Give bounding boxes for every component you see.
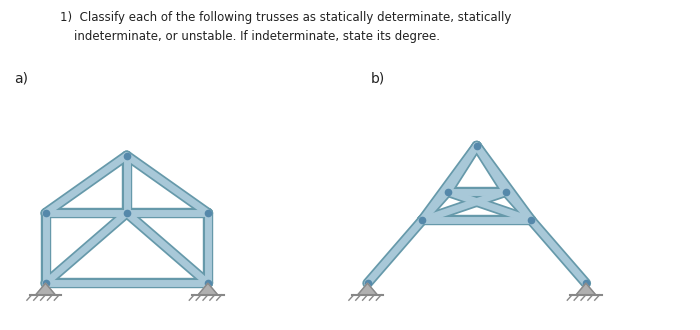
Text: b): b) bbox=[371, 72, 385, 85]
Text: a): a) bbox=[14, 72, 28, 85]
Polygon shape bbox=[36, 283, 55, 295]
Polygon shape bbox=[198, 283, 218, 295]
Polygon shape bbox=[358, 283, 377, 295]
Text: 1)  Classify each of the following trusses as statically determinate, statically: 1) Classify each of the following trusse… bbox=[60, 11, 511, 24]
Text: indeterminate, or unstable. If indeterminate, state its degree.: indeterminate, or unstable. If indetermi… bbox=[74, 30, 440, 43]
Polygon shape bbox=[576, 283, 596, 295]
